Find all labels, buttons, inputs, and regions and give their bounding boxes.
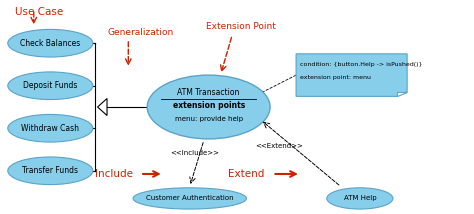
Text: Use Case: Use Case	[15, 7, 63, 17]
Text: Check Balances: Check Balances	[20, 39, 81, 48]
Text: Include: Include	[95, 169, 133, 179]
Text: menu: provide help: menu: provide help	[174, 116, 243, 122]
Text: ATM Transaction: ATM Transaction	[177, 88, 240, 97]
Text: condition: {button.Help -> isPushed()}: condition: {button.Help -> isPushed()}	[300, 62, 422, 67]
Text: Extension Point: Extension Point	[206, 22, 276, 31]
Ellipse shape	[147, 75, 270, 139]
Ellipse shape	[8, 72, 93, 100]
Text: Withdraw Cash: Withdraw Cash	[21, 124, 79, 133]
Text: Generalization: Generalization	[107, 28, 173, 37]
Polygon shape	[98, 98, 107, 116]
Ellipse shape	[8, 114, 93, 142]
Text: Transfer Funds: Transfer Funds	[22, 166, 78, 175]
Text: <<Include>>: <<Include>>	[170, 150, 219, 156]
Ellipse shape	[327, 188, 393, 209]
Text: extension point: menu: extension point: menu	[300, 75, 371, 80]
Text: Extend: Extend	[228, 169, 264, 179]
Text: <<Extend>>: <<Extend>>	[255, 143, 303, 149]
Text: Customer Authentication: Customer Authentication	[146, 195, 234, 201]
Text: extension points: extension points	[173, 101, 245, 110]
Polygon shape	[397, 92, 407, 96]
Text: Deposit Funds: Deposit Funds	[23, 81, 78, 90]
Ellipse shape	[8, 29, 93, 57]
Ellipse shape	[133, 188, 246, 209]
Polygon shape	[296, 54, 407, 96]
Text: ATM Help: ATM Help	[344, 195, 376, 201]
Ellipse shape	[8, 157, 93, 185]
